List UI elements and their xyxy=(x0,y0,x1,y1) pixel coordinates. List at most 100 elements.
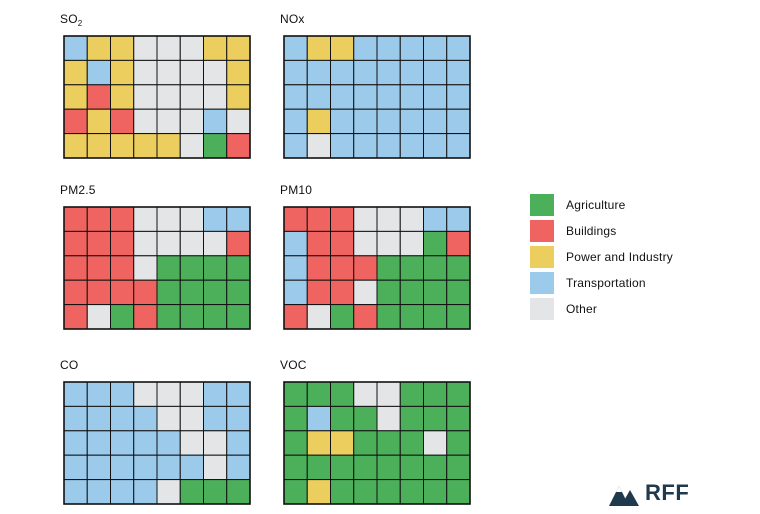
legend-item-other: Other xyxy=(530,296,673,322)
county-region xyxy=(133,381,158,407)
county-region xyxy=(399,255,424,281)
county-region xyxy=(330,381,355,407)
county-region xyxy=(446,206,471,232)
legend-swatch xyxy=(530,220,554,242)
county-region xyxy=(446,108,471,135)
state-outline xyxy=(283,206,471,330)
county-region xyxy=(86,133,111,159)
county-region xyxy=(110,206,135,232)
panel-pm10: PM10 xyxy=(280,183,480,333)
county-region xyxy=(423,255,448,281)
county-region xyxy=(306,381,331,407)
county-region xyxy=(399,59,424,86)
county-region xyxy=(353,430,378,456)
county-region xyxy=(353,279,378,306)
county-region xyxy=(376,84,401,110)
county-region xyxy=(133,108,158,135)
county-map xyxy=(283,381,471,505)
county-region xyxy=(133,206,158,232)
county-region xyxy=(63,405,88,432)
panel-title: PM2.5 xyxy=(60,183,96,197)
county-region xyxy=(179,454,204,481)
county-region xyxy=(226,381,251,407)
county-region xyxy=(306,304,331,330)
county-region xyxy=(423,84,448,110)
county-region xyxy=(179,479,204,505)
panel-so2: SO2 xyxy=(60,12,260,162)
county-region xyxy=(330,206,355,232)
county-region xyxy=(353,230,378,257)
county-region xyxy=(306,206,331,232)
panel-title: CO xyxy=(60,358,79,372)
legend-label: Power and Industry xyxy=(566,250,673,264)
county-region xyxy=(330,479,355,505)
county-region xyxy=(446,35,471,61)
county-region xyxy=(376,206,401,232)
county-region xyxy=(110,381,135,407)
county-region xyxy=(376,35,401,61)
county-region xyxy=(330,430,355,456)
county-region xyxy=(306,108,331,135)
county-region xyxy=(399,454,424,481)
panel-voc: VOC xyxy=(280,358,480,508)
county-region xyxy=(86,230,111,257)
county-region xyxy=(203,430,228,456)
state-outline xyxy=(63,206,251,330)
county-region xyxy=(353,133,378,159)
county-region xyxy=(133,479,158,505)
county-region xyxy=(330,255,355,281)
county-region xyxy=(423,479,448,505)
county-region xyxy=(446,454,471,481)
county-region xyxy=(203,479,228,505)
county-region xyxy=(86,35,111,61)
county-region xyxy=(133,304,158,330)
county-map xyxy=(283,35,471,159)
county-map xyxy=(63,381,251,505)
county-region xyxy=(306,405,331,432)
county-region xyxy=(86,108,111,135)
county-region xyxy=(86,304,111,330)
logo-text: RFF xyxy=(645,480,690,505)
county-region xyxy=(399,35,424,61)
county-region xyxy=(283,454,308,481)
county-region xyxy=(306,279,331,306)
state-outline xyxy=(283,35,471,159)
rff-logo: RFF xyxy=(609,480,689,506)
county-region xyxy=(399,133,424,159)
county-region xyxy=(179,430,204,456)
county-region xyxy=(376,381,401,407)
panel-nox: NOx xyxy=(280,12,480,162)
legend-label: Agriculture xyxy=(566,198,626,212)
county-region xyxy=(110,133,135,159)
county-region xyxy=(330,35,355,61)
county-region xyxy=(283,84,308,110)
county-region xyxy=(283,206,308,232)
county-region xyxy=(156,108,181,135)
county-region xyxy=(63,230,88,257)
county-region xyxy=(353,405,378,432)
county-region xyxy=(226,405,251,432)
county-region xyxy=(179,255,204,281)
panel-title: SO2 xyxy=(60,12,83,28)
county-region xyxy=(179,133,204,159)
county-region xyxy=(226,84,251,110)
county-region xyxy=(376,133,401,159)
county-region xyxy=(63,454,88,481)
county-region xyxy=(110,255,135,281)
county-region xyxy=(423,279,448,306)
county-region xyxy=(446,133,471,159)
county-region xyxy=(110,230,135,257)
county-region xyxy=(226,279,251,306)
county-region xyxy=(179,230,204,257)
state-outline xyxy=(63,35,251,159)
county-region xyxy=(330,84,355,110)
county-region xyxy=(226,454,251,481)
legend-swatch xyxy=(530,298,554,320)
county-region xyxy=(226,59,251,86)
county-region xyxy=(179,304,204,330)
county-region xyxy=(203,255,228,281)
county-region xyxy=(63,59,88,86)
county-region xyxy=(203,35,228,61)
county-region xyxy=(156,279,181,306)
county-region xyxy=(203,405,228,432)
